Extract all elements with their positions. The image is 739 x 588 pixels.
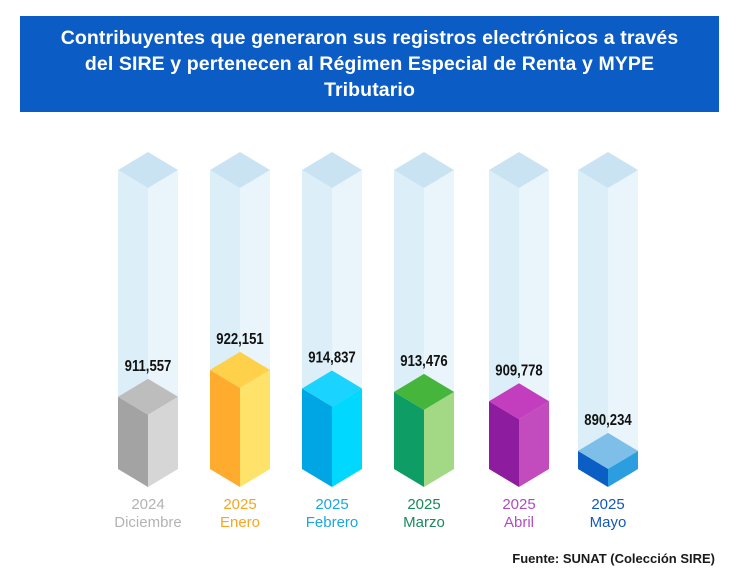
bar-right-face <box>148 396 178 487</box>
bar-top-face <box>210 351 270 388</box>
tick-label-year: 2025 <box>407 496 440 513</box>
bar-right-face <box>608 450 638 487</box>
ghost-top-face <box>302 152 362 188</box>
bar-top-face <box>302 370 362 407</box>
tick-label-month: Enero <box>220 514 260 531</box>
bar-left-face <box>578 450 608 487</box>
ghost-top-face <box>210 152 270 188</box>
chart-title: Contribuyentes que generaron sus registr… <box>60 27 679 101</box>
bar-right-face <box>240 369 270 487</box>
bar-right-face <box>519 401 549 487</box>
ghost-top-face <box>394 152 454 188</box>
bar-left-face <box>210 369 240 487</box>
data-label: 909,778 <box>495 362 542 379</box>
bar-left-face <box>489 401 519 487</box>
data-label: 913,476 <box>400 353 447 370</box>
ghost-top-face <box>578 152 638 188</box>
bar-right-face <box>332 388 362 487</box>
source-note: Fuente: SUNAT (Colección SIRE) <box>512 551 715 566</box>
data-label: 922,151 <box>216 331 263 348</box>
bar-top-face <box>118 378 178 415</box>
bar-top-face <box>489 383 549 420</box>
tick-label-year: 2025 <box>315 496 348 513</box>
data-label: 914,837 <box>308 349 355 366</box>
ghost-left-face <box>578 170 608 487</box>
tick-label-month: Mayo <box>590 514 627 531</box>
bar-left-face <box>118 396 148 487</box>
tick-label-month: Abril <box>504 514 534 531</box>
ghost-top-face <box>489 152 549 188</box>
tick-label-year: 2025 <box>591 496 624 513</box>
tick-label-year: 2025 <box>502 496 535 513</box>
data-label: 911,557 <box>125 358 172 375</box>
bar-top-face <box>394 373 454 410</box>
title-banner: Contribuyentes que generaron sus registr… <box>20 16 719 112</box>
tick-label-year: 2024 <box>131 496 164 513</box>
tick-label-year: 2025 <box>223 496 256 513</box>
ghost-top-face <box>118 152 178 188</box>
tick-label-month: Diciembre <box>114 514 182 531</box>
ghost-right-face <box>608 170 638 487</box>
bar-top-face <box>578 432 638 469</box>
tick-label-month: Marzo <box>403 514 445 531</box>
tick-label-month: Febrero <box>306 514 359 531</box>
bar-left-face <box>394 391 424 487</box>
bar-left-face <box>302 388 332 487</box>
bar-right-face <box>424 391 454 487</box>
data-label: 890,234 <box>584 412 632 429</box>
